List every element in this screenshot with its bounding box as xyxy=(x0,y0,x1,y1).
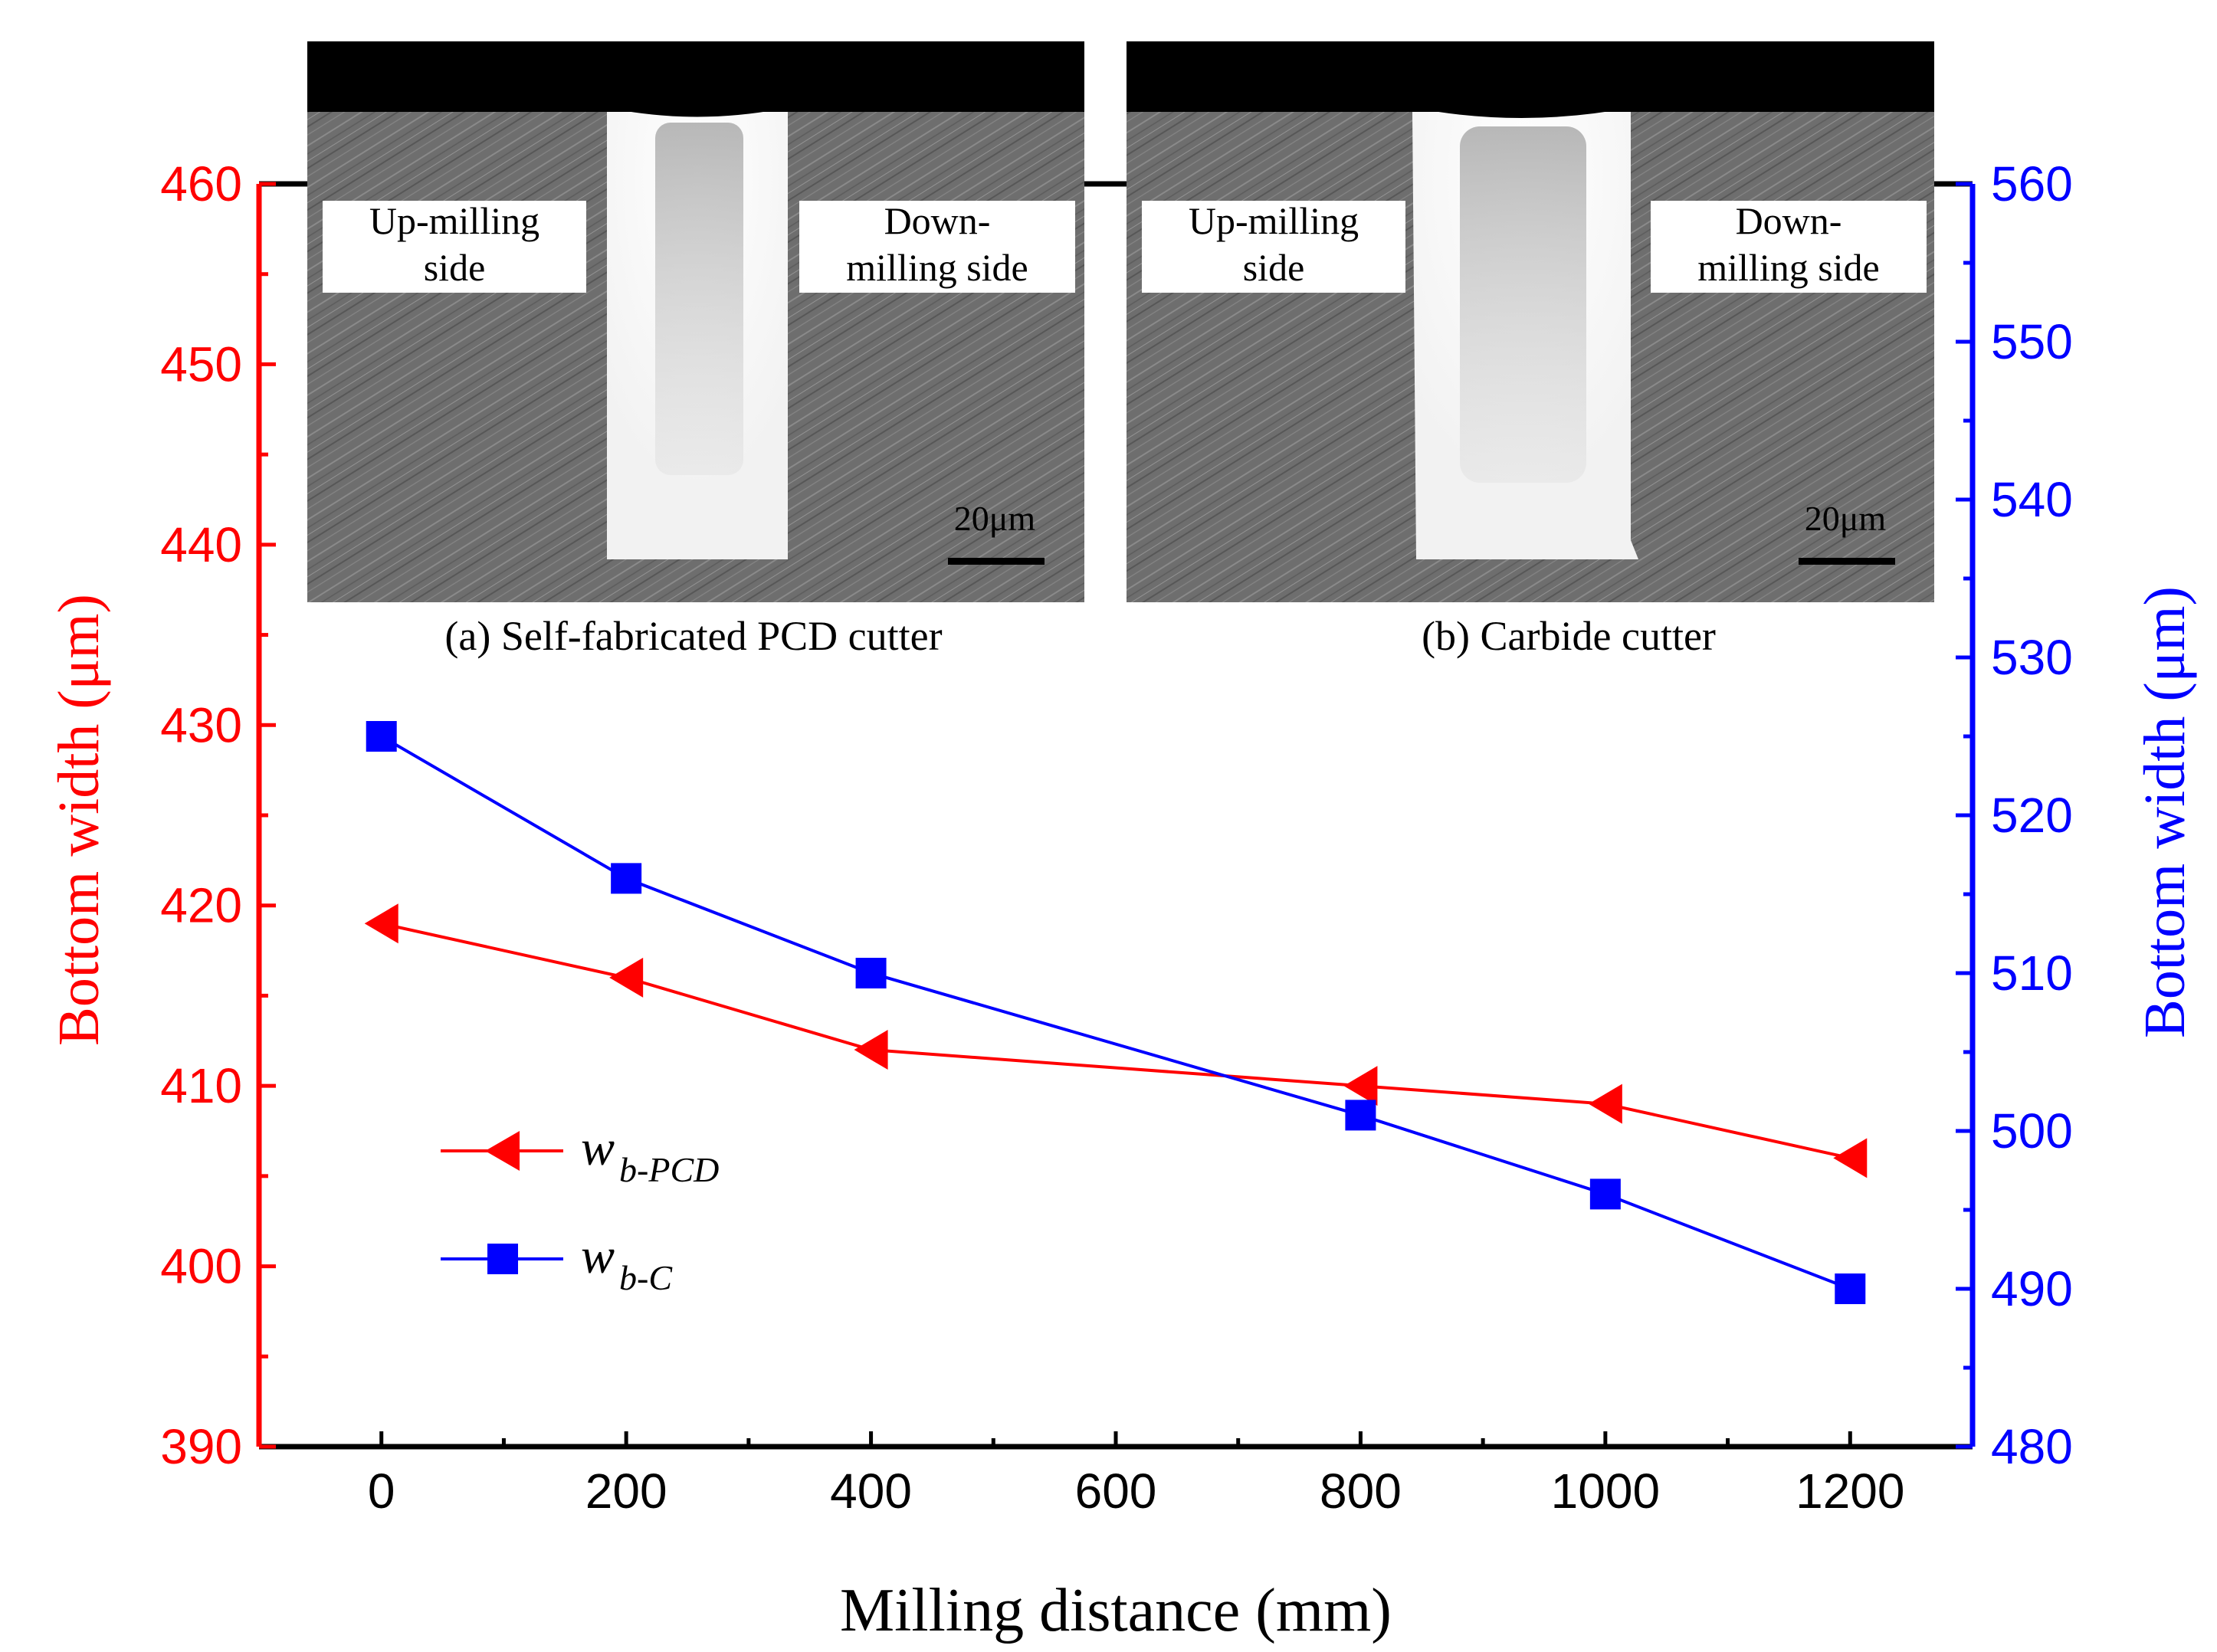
left-y-tick-label-430: 430 xyxy=(160,697,242,752)
right-y-tick-label-500: 500 xyxy=(1991,1103,2073,1159)
left-y-tick-label-450: 450 xyxy=(160,336,242,392)
x-tick-label-1200: 1200 xyxy=(1796,1464,1904,1519)
inset-b-left-label-line1: Up-milling xyxy=(1189,199,1359,242)
right-y-tick-label-520: 520 xyxy=(1991,788,2073,843)
y-ticks-right: 480 490 500 510 520 530 540 550 560 xyxy=(1956,156,2073,1474)
x-tick-label-200: 200 xyxy=(585,1464,667,1519)
inset-a-scale-bar-label: 20μm xyxy=(954,499,1036,538)
inset-a-caption: (a) Self-fabricated PCD cutter xyxy=(444,613,942,659)
right-y-tick-label-480: 480 xyxy=(1991,1419,2073,1474)
right-y-tick-label-530: 530 xyxy=(1991,630,2073,685)
point-b-C-200 xyxy=(611,863,642,894)
point-b-PCD-1000 xyxy=(1588,1083,1622,1124)
x-tick-label-400: 400 xyxy=(830,1464,912,1519)
point-b-C-0 xyxy=(366,721,397,752)
left-y-axis-title: Bottom width (μm) xyxy=(47,594,111,1046)
point-b-C-400 xyxy=(855,958,887,988)
point-b-PCD-800 xyxy=(1343,1066,1378,1106)
point-b-C-1000 xyxy=(1589,1178,1621,1210)
point-b-PCD-0 xyxy=(364,903,398,944)
right-y-tick-label-510: 510 xyxy=(1991,946,2073,1001)
inset-a-left-label-box xyxy=(323,201,586,293)
inset-a-scale-bar xyxy=(948,558,1045,565)
inset-a-left-label-line2: side xyxy=(424,246,486,289)
inset-b-left-label-line2: side xyxy=(1243,246,1305,289)
legend-marker-carbide xyxy=(487,1244,518,1274)
x-tick-label-600: 600 xyxy=(1075,1464,1157,1519)
point-b-PCD-1200 xyxy=(1833,1138,1868,1178)
inset-b-right-label-box xyxy=(1651,201,1927,293)
left-y-tick-label-460: 460 xyxy=(160,156,242,211)
inset-a-right-label-line2: milling side xyxy=(846,246,1028,289)
inset-a-right-label-box xyxy=(799,201,1075,293)
x-tick-label-0: 0 xyxy=(368,1464,395,1519)
point-b-PCD-400 xyxy=(854,1030,888,1070)
legend-label-pcd: w b-PCD xyxy=(581,1120,719,1189)
inset-b-scale-bar xyxy=(1799,558,1895,565)
legend-label-carbide: w b-C xyxy=(581,1228,673,1297)
inset-b-right-label-line2: milling side xyxy=(1697,246,1880,289)
left-y-tick-label-420: 420 xyxy=(160,878,242,933)
right-y-tick-label-550: 550 xyxy=(1991,314,2073,369)
right-y-tick-label-540: 540 xyxy=(1991,472,2073,527)
y-ticks-left: 390 400 410 420 430 440 450 460 xyxy=(160,156,276,1474)
point-b-PCD-200 xyxy=(609,957,644,998)
inset-micrograph-a: Up-milling side Down- milling side 20μm … xyxy=(307,41,1084,659)
series-line-b-C xyxy=(380,735,1851,1290)
point-b-C-1200 xyxy=(1835,1273,1866,1304)
x-ticks: 0 200 400 600 800 1000 1200 xyxy=(368,1431,1904,1519)
left-y-tick-label-390: 390 xyxy=(160,1419,242,1474)
left-y-tick-label-410: 410 xyxy=(160,1058,242,1113)
series-layer xyxy=(364,721,1868,1304)
inset-b-left-label-box xyxy=(1142,201,1405,293)
left-y-tick-label-400: 400 xyxy=(160,1239,242,1294)
x-tick-label-800: 800 xyxy=(1320,1464,1402,1519)
inset-micrograph-b: Up-milling side Down- milling side 20μm … xyxy=(1127,41,1934,659)
inset-b-scale-bar-label: 20μm xyxy=(1805,499,1887,538)
series-line-b-PCD xyxy=(381,922,1851,1160)
inset-a-right-label-line1: Down- xyxy=(884,199,991,242)
x-axis-title: Milling distance (mm) xyxy=(840,1577,1392,1644)
left-y-tick-label-440: 440 xyxy=(160,517,242,572)
legend: w b-PCD w b-C xyxy=(441,1120,719,1297)
inset-b-caption: (b) Carbide cutter xyxy=(1422,613,1716,659)
right-y-axis-title: Bottom width (μm) xyxy=(2133,586,2197,1038)
right-y-tick-label-490: 490 xyxy=(1991,1261,2073,1316)
legend-marker-pcd xyxy=(485,1131,520,1171)
inset-a-left-label-line1: Up-milling xyxy=(369,199,539,242)
inset-b-right-label-line1: Down- xyxy=(1736,199,1842,242)
x-tick-label-1000: 1000 xyxy=(1551,1464,1660,1519)
right-y-tick-label-560: 560 xyxy=(1991,156,2073,211)
point-b-C-800 xyxy=(1345,1100,1376,1131)
